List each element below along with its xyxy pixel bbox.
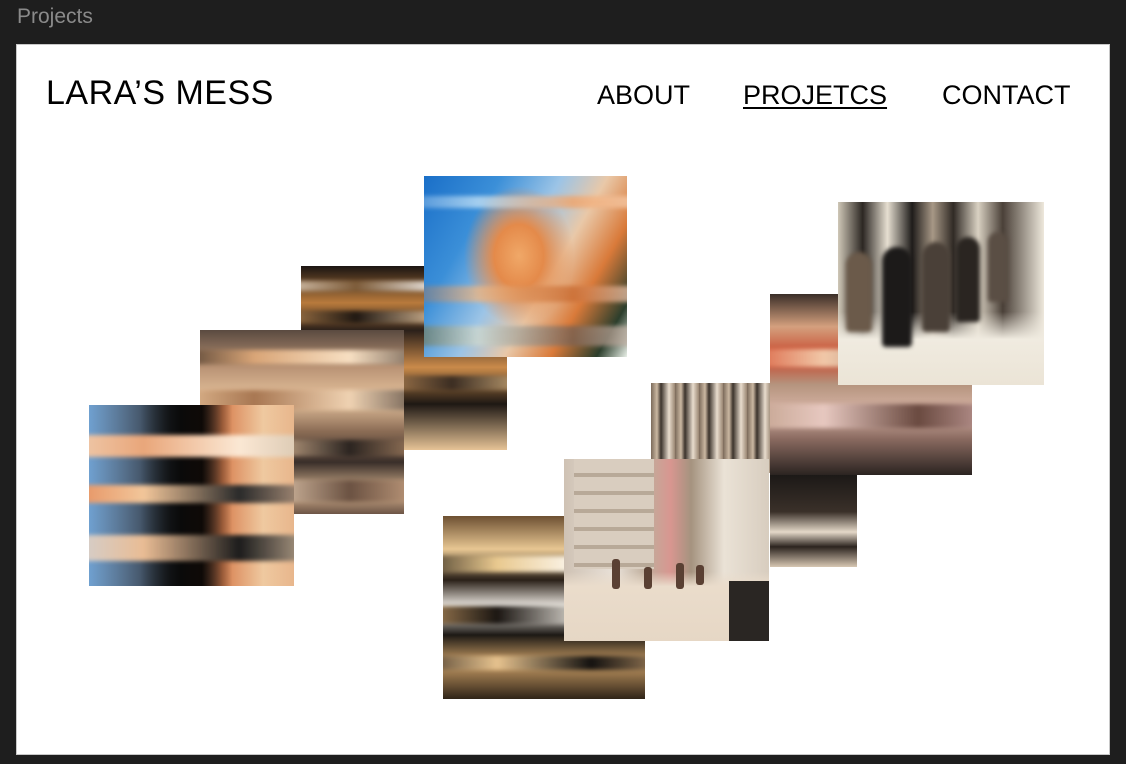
nav-link-about[interactable]: ABOUT: [597, 80, 691, 110]
nav-link-projects[interactable]: PROJETCS: [743, 80, 888, 110]
nav-link-contact[interactable]: CONTACT: [942, 80, 1071, 110]
project-photo[interactable]: [770, 475, 857, 567]
project-photo[interactable]: [89, 405, 294, 586]
artboard: LARA’S MESS ABOUT PROJETCS CONTACT: [16, 44, 1110, 755]
site-logo[interactable]: LARA’S MESS: [46, 74, 274, 112]
project-photo[interactable]: [564, 459, 769, 641]
project-photo[interactable]: [838, 202, 1044, 385]
project-photo[interactable]: [424, 176, 627, 357]
frame-label: Projects: [17, 5, 93, 28]
project-photo[interactable]: [651, 383, 771, 473]
